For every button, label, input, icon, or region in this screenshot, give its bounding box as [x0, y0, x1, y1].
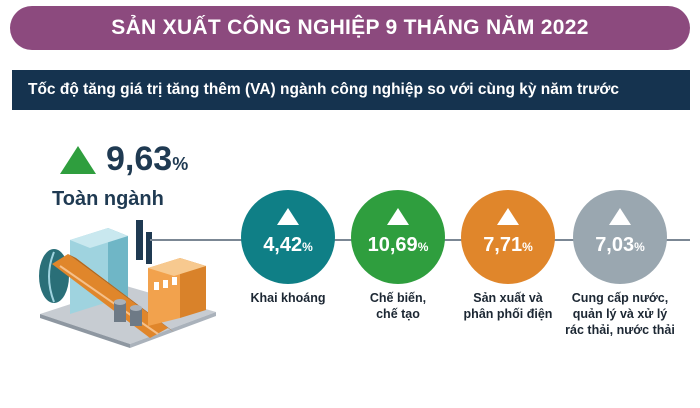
total-unit: % [172, 154, 189, 174]
sector-label: Chế biến, chế tạo [369, 291, 427, 321]
subtitle-banner: Tốc độ tăng giá trị tăng thêm (VA) ngành… [12, 70, 690, 110]
sector-unit: % [417, 240, 429, 254]
up-triangle-icon [277, 208, 299, 225]
sector-circle: 4,42% [241, 190, 335, 284]
up-triangle-icon [387, 208, 409, 225]
sector-label: Sản xuất và phân phối điện [463, 291, 553, 321]
sector-label: Cung cấp nước, quản lý và xử lý rác thải, … [565, 291, 675, 337]
subtitle: Tốc độ tăng giá trị tăng thêm (VA) ngành… [28, 81, 620, 98]
total-industry: 9,63% Toàn ngành [52, 140, 222, 220]
sector-value: 4,42% [263, 234, 313, 256]
sector-unit: % [522, 240, 533, 254]
up-triangle-icon [497, 208, 519, 225]
sector-value: 7,71% [483, 234, 533, 256]
sector-unit: % [302, 240, 313, 254]
total-value: 9,63% [106, 140, 189, 178]
up-triangle-icon [609, 208, 631, 225]
sector-circle: 7,03% [573, 190, 667, 284]
sector-label: Khai khoáng [250, 291, 326, 305]
page-title: SẢN XUẤT CÔNG NGHIỆP 9 THÁNG NĂM 2022 [111, 16, 589, 39]
sector-circle: 7,71% [461, 190, 555, 284]
title-banner: SẢN XUẤT CÔNG NGHIỆP 9 THÁNG NĂM 2022 [10, 6, 690, 50]
sector-value: 7,03% [595, 234, 645, 256]
factory-icon [39, 220, 216, 348]
up-triangle-icon [60, 146, 96, 174]
sector-unit: % [634, 240, 645, 254]
sector-value: 10,69% [367, 234, 429, 256]
sector-circle: 10,69% [351, 190, 445, 284]
total-label: Toàn ngành [52, 188, 164, 210]
